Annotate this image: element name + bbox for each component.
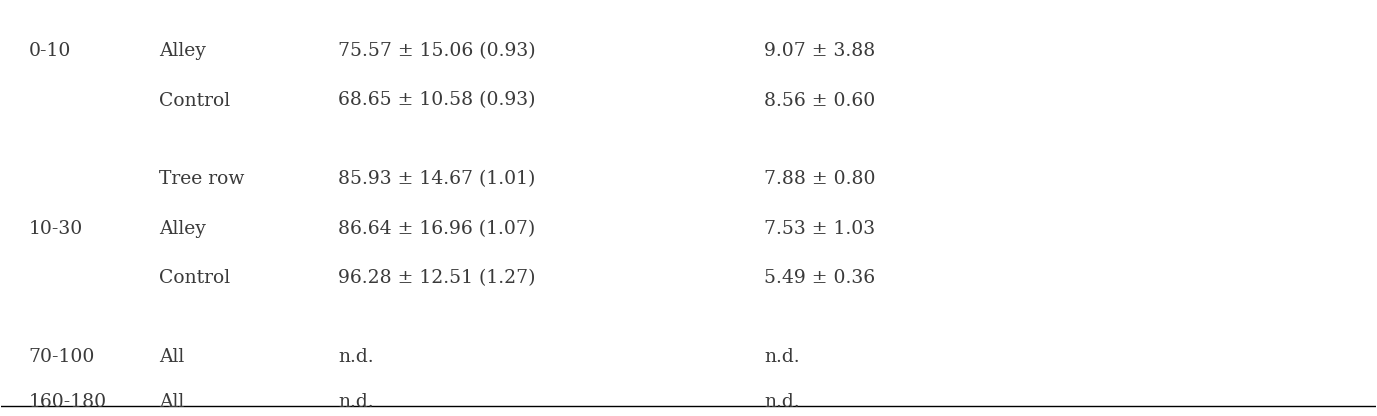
Text: n.d.: n.d. [764, 348, 800, 366]
Text: 70-100: 70-100 [29, 348, 95, 366]
Text: 96.28 ± 12.51 (1.27): 96.28 ± 12.51 (1.27) [339, 269, 536, 287]
Text: n.d.: n.d. [339, 393, 373, 411]
Text: All: All [160, 348, 185, 366]
Text: Alley: Alley [160, 42, 207, 60]
Text: 86.64 ± 16.96 (1.07): 86.64 ± 16.96 (1.07) [339, 220, 536, 238]
Text: 0-10: 0-10 [29, 42, 72, 60]
Text: 75.57 ± 15.06 (0.93): 75.57 ± 15.06 (0.93) [339, 42, 536, 60]
Text: Control: Control [160, 92, 230, 109]
Text: 85.93 ± 14.67 (1.01): 85.93 ± 14.67 (1.01) [339, 170, 536, 188]
Text: 68.65 ± 10.58 (0.93): 68.65 ± 10.58 (0.93) [339, 92, 536, 109]
Text: 8.56 ± 0.60: 8.56 ± 0.60 [764, 92, 876, 109]
Text: 9.07 ± 3.88: 9.07 ± 3.88 [764, 42, 876, 60]
Text: Tree row: Tree row [160, 170, 245, 188]
Text: 5.49 ± 0.36: 5.49 ± 0.36 [764, 269, 876, 287]
Text: 160-180: 160-180 [29, 393, 107, 411]
Text: n.d.: n.d. [339, 348, 373, 366]
Text: Alley: Alley [160, 220, 207, 238]
Text: Control: Control [160, 269, 230, 287]
Text: 7.53 ± 1.03: 7.53 ± 1.03 [764, 220, 876, 238]
Text: 7.88 ± 0.80: 7.88 ± 0.80 [764, 170, 876, 188]
Text: 10-30: 10-30 [29, 220, 83, 238]
Text: n.d.: n.d. [764, 393, 800, 411]
Text: All: All [160, 393, 185, 411]
